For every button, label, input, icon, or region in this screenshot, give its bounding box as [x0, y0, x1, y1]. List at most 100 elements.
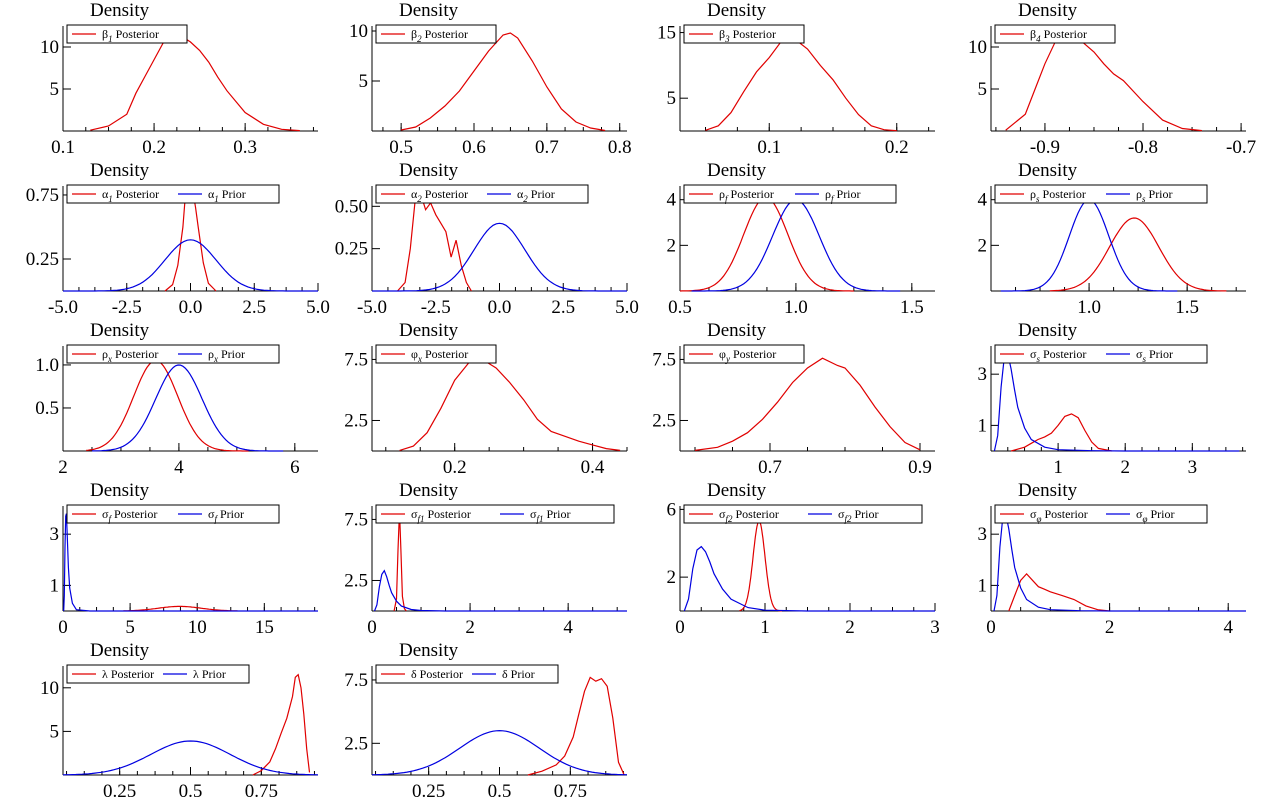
x-tick-label: 0 [367, 617, 377, 638]
legend-box [683, 504, 923, 524]
x-tick-label: 0 [675, 617, 685, 638]
prior-density-line [63, 513, 318, 612]
y-tick-label: 10 [40, 37, 59, 58]
legend-box [683, 24, 805, 44]
x-tick-label: 0.25 [103, 781, 136, 802]
legend-entry: α2 Prior [517, 187, 555, 204]
x-tick-label: 4 [174, 457, 184, 478]
y-tick-label: 15 [657, 23, 676, 44]
x-tick-label: 6 [290, 457, 300, 478]
legend-entry: ρs Prior [1136, 187, 1173, 204]
x-tick-label: 1.0 [1077, 297, 1101, 318]
density-panel: 0.1 0.2 5 15 Density β3 Posterior [657, 0, 935, 158]
density-panel: 0.1 0.2 0.3 5 10 Density β1 Posterior [40, 0, 318, 158]
y-tick-label: 10 [349, 21, 368, 42]
legend-box [994, 24, 1116, 44]
prior-density-line [372, 729, 627, 776]
x-tick-label: 0.7 [758, 457, 782, 478]
legend-entry: σf1 Posterior [411, 507, 471, 524]
y-tick-label: 7.5 [344, 670, 368, 691]
density-panel: 0.25 0.5 0.75 5 10 Density λ Posterior λ Prior [40, 640, 319, 802]
x-tick-label: 0.3 [233, 137, 257, 158]
legend-entry: β4 Posterior [1030, 27, 1087, 44]
legend-entry: σφ Posterior [1030, 507, 1088, 524]
x-tick-label: 0.1 [51, 137, 75, 158]
legend-entry: β2 Posterior [411, 27, 468, 44]
x-tick-label: 0.0 [179, 297, 203, 318]
legend-entry: ρf Prior [825, 187, 861, 204]
y-axis-label: Density [1018, 0, 1078, 21]
x-tick-label: -5.0 [48, 297, 78, 318]
x-tick-label: 0.2 [885, 137, 909, 158]
y-tick-label: 1 [978, 575, 988, 596]
posterior-density-line [393, 510, 407, 612]
y-tick-label: 10 [40, 678, 59, 699]
legend-entry: ρx Posterior [102, 347, 158, 364]
y-axis-label: Density [90, 640, 150, 661]
y-axis-label: Density [399, 480, 459, 501]
posterior-density-line [86, 360, 249, 452]
y-axis-label: Density [90, 160, 150, 181]
legend-entry: σf Prior [208, 507, 244, 524]
density-panel: 0.7 0.9 2.5 7.5 Density φy Posterior [652, 320, 935, 478]
legend-entry: α2 Posterior [411, 187, 468, 204]
legend-entry: σs Posterior [1030, 347, 1086, 364]
legend-entry: β3 Posterior [719, 27, 776, 44]
y-tick-label: 7.5 [344, 349, 368, 370]
y-tick-label: 5 [667, 88, 677, 109]
y-axis-label: Density [90, 0, 150, 21]
y-tick-label: 1 [978, 415, 988, 436]
x-tick-label: -2.5 [112, 297, 142, 318]
legend-entry: σf2 Prior [838, 507, 878, 524]
prior-density-line [62, 740, 319, 776]
legend-entry: σf1 Prior [530, 507, 570, 524]
legend-entry: α1 Prior [208, 187, 246, 204]
density-panel: 0.25 0.5 0.75 2.5 7.5 Density δ Posterior δ Pri… [344, 640, 627, 802]
x-tick-label: 2.5 [242, 297, 266, 318]
x-tick-label: -5.0 [357, 297, 387, 318]
y-tick-label: 4 [978, 190, 988, 211]
x-tick-label: 1.0 [784, 297, 808, 318]
posterior-density-line [1008, 573, 1110, 612]
x-tick-label: -0.7 [1226, 137, 1256, 158]
posterior-density-line [1005, 32, 1202, 132]
x-tick-label: 10 [188, 617, 207, 638]
y-axis-label: Density [1018, 160, 1078, 181]
density-panel: 1 2 3 1 3 Density σs Posterior σs Prior [978, 320, 1246, 478]
y-tick-label: 0.25 [335, 239, 368, 260]
posterior-density-line [705, 38, 897, 132]
y-tick-label: 1.0 [35, 355, 59, 376]
legend-box [66, 344, 280, 364]
density-panel: -5.0 -2.5 0.0 2.5 5.0 0.25 0.75 Density α1 Poste… [26, 160, 330, 318]
y-tick-label: 7.5 [344, 509, 368, 530]
legend-box [994, 344, 1208, 364]
x-tick-label: 0.25 [412, 781, 445, 802]
y-tick-label: 1 [50, 575, 60, 596]
x-tick-label: 0.4 [581, 457, 605, 478]
posterior-density-line [694, 357, 921, 451]
density-panel: -0.9 -0.8 -0.7 5 10 Density β4 Posterior [968, 0, 1256, 158]
legend-entry: σφ Prior [1136, 507, 1174, 524]
y-axis-label: Density [399, 640, 459, 661]
x-tick-label: 0.5 [488, 781, 512, 802]
x-tick-label: 0 [58, 617, 68, 638]
legend-entry: λ Posterior [102, 667, 154, 681]
legend-box [66, 664, 250, 684]
legend-entry: λ Prior [193, 667, 226, 681]
legend-entry: ρx Prior [208, 347, 245, 364]
x-tick-label: 1 [1053, 457, 1063, 478]
x-tick-label: 0.9 [908, 457, 932, 478]
legend-box [375, 24, 497, 44]
y-tick-label: 2.5 [344, 410, 368, 431]
legend-box [66, 184, 280, 204]
legend-box [375, 504, 615, 524]
x-tick-label: 4 [1223, 617, 1233, 638]
x-tick-label: 0.2 [142, 137, 166, 158]
y-axis-label: Density [399, 320, 459, 341]
y-tick-label: 3 [50, 524, 60, 545]
x-tick-label: 15 [255, 617, 274, 638]
posterior-density-line [1010, 413, 1112, 452]
legend-box [375, 344, 497, 364]
x-tick-label: -0.8 [1128, 137, 1158, 158]
x-tick-label: 0.1 [757, 137, 781, 158]
